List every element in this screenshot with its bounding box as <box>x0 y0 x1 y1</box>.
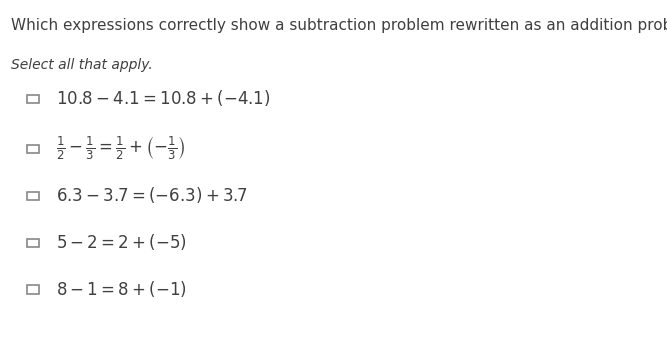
Text: $6.3 - 3.7 = (-6.3) + 3.7$: $6.3 - 3.7 = (-6.3) + 3.7$ <box>56 185 247 205</box>
Text: $10.8 - 4.1 = 10.8 + (-4.1)$: $10.8 - 4.1 = 10.8 + (-4.1)$ <box>56 88 270 108</box>
Text: $5 - 2 = 2 + (-5)$: $5 - 2 = 2 + (-5)$ <box>56 232 187 252</box>
Text: Select all that apply.: Select all that apply. <box>11 58 153 72</box>
Text: $8 - 1 = 8 + (-1)$: $8 - 1 = 8 + (-1)$ <box>56 279 187 299</box>
Text: $\frac{1}{2} - \frac{1}{3} = \frac{1}{2} + \left(-\frac{1}{3}\right)$: $\frac{1}{2} - \frac{1}{3} = \frac{1}{2}… <box>56 135 185 162</box>
Text: Which expressions correctly show a subtraction problem rewritten as an addition : Which expressions correctly show a subtr… <box>11 18 667 33</box>
